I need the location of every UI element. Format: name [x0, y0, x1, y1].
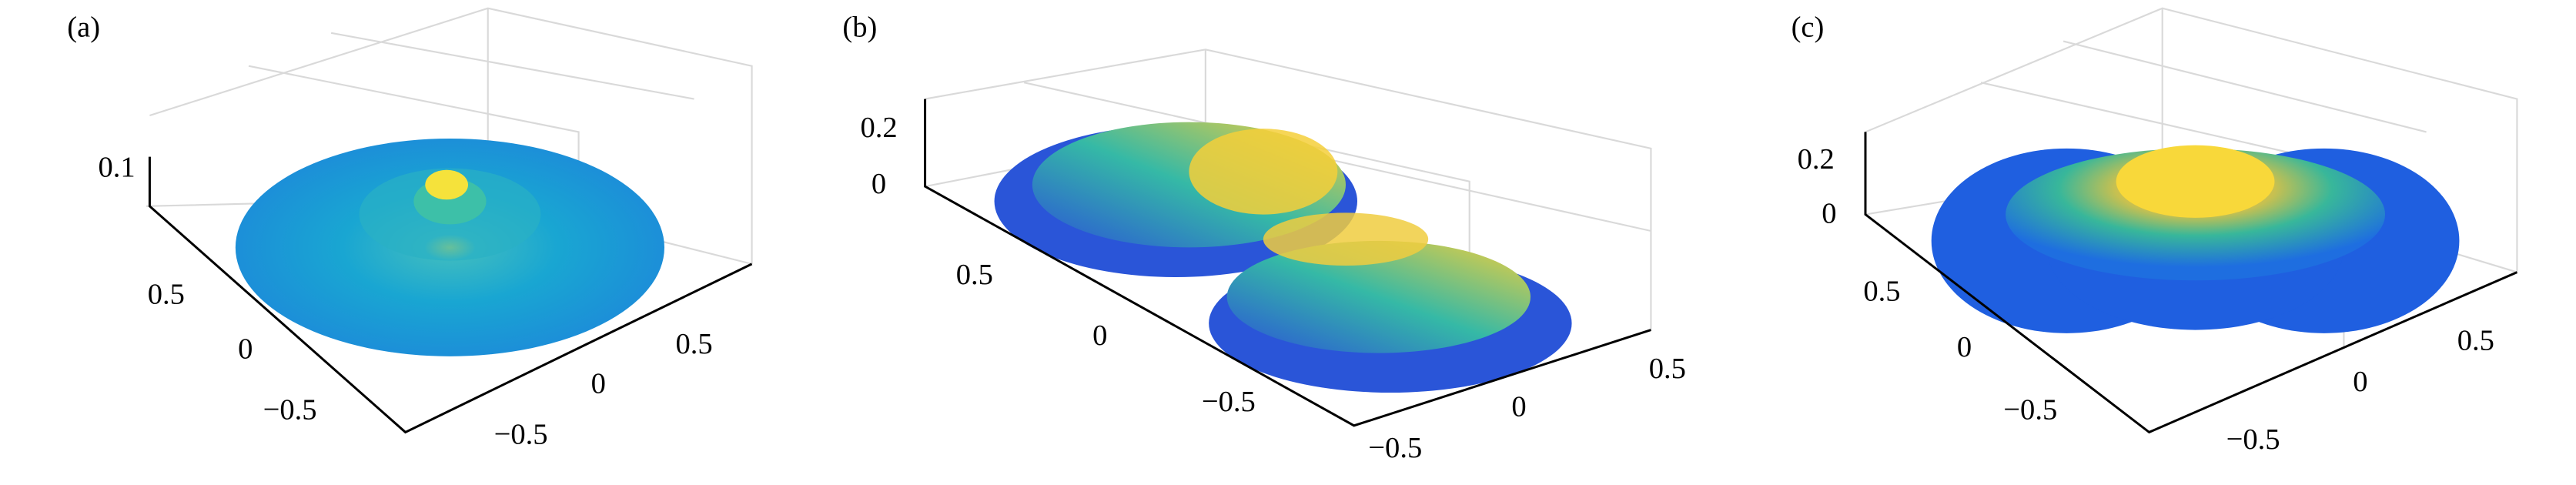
- y-tick-label: 0: [1957, 331, 1972, 363]
- surface-lobe: [1189, 129, 1338, 215]
- panel-label: (b): [842, 11, 877, 43]
- surface-lobe: [1226, 240, 1531, 353]
- x-tick-label: 0: [2353, 366, 2367, 398]
- panel-a: (a) 0.1 0.5 0 −0.5 0.5 0 −0.5: [67, 7, 753, 451]
- z-tick-label: 0: [1822, 198, 1836, 230]
- panel-b: (b) 0.2 0 0.5 0 −0.5 0.5 0 −0.5: [842, 11, 1686, 463]
- z-tick-label: 0.2: [1798, 143, 1835, 176]
- y-tick-label: 0: [1092, 319, 1107, 352]
- axes: [1864, 132, 2518, 434]
- panel-label: (c): [1791, 11, 1825, 43]
- x-tick-label: −0.5: [1368, 432, 1422, 464]
- y-tick-label: 0: [238, 333, 253, 365]
- surface-peak: [2116, 145, 2275, 218]
- x-tick-label: 0.5: [675, 328, 712, 360]
- y-tick-label: −0.5: [2003, 394, 2057, 426]
- y-tick-label: 0.5: [956, 259, 993, 291]
- x-tick-label: 0: [1511, 390, 1526, 423]
- axes: [148, 156, 753, 434]
- z-tick-label: 0: [871, 168, 886, 200]
- axes: [924, 99, 1651, 427]
- surface-peak: [425, 169, 468, 200]
- y-tick-label: −0.5: [1202, 386, 1256, 418]
- panel-label: (a): [67, 11, 100, 43]
- z-tick-label: 0.2: [860, 112, 897, 144]
- surface-lobe: [1263, 212, 1429, 266]
- x-tick-label: −0.5: [2226, 423, 2280, 456]
- x-tick-label: −0.5: [494, 419, 548, 451]
- z-tick-label: 0.1: [98, 152, 135, 184]
- panel-c: (c) 0.2 0 0.5 0 −0.5 0.5 0 −0.5: [1791, 7, 2518, 456]
- y-tick-label: −0.5: [263, 394, 317, 426]
- x-tick-label: 0: [591, 367, 606, 400]
- x-tick-label: 0.5: [1649, 353, 1686, 385]
- y-tick-label: 0.5: [148, 279, 185, 311]
- x-tick-label: 0.5: [2457, 325, 2494, 357]
- y-tick-label: 0.5: [1863, 275, 1900, 307]
